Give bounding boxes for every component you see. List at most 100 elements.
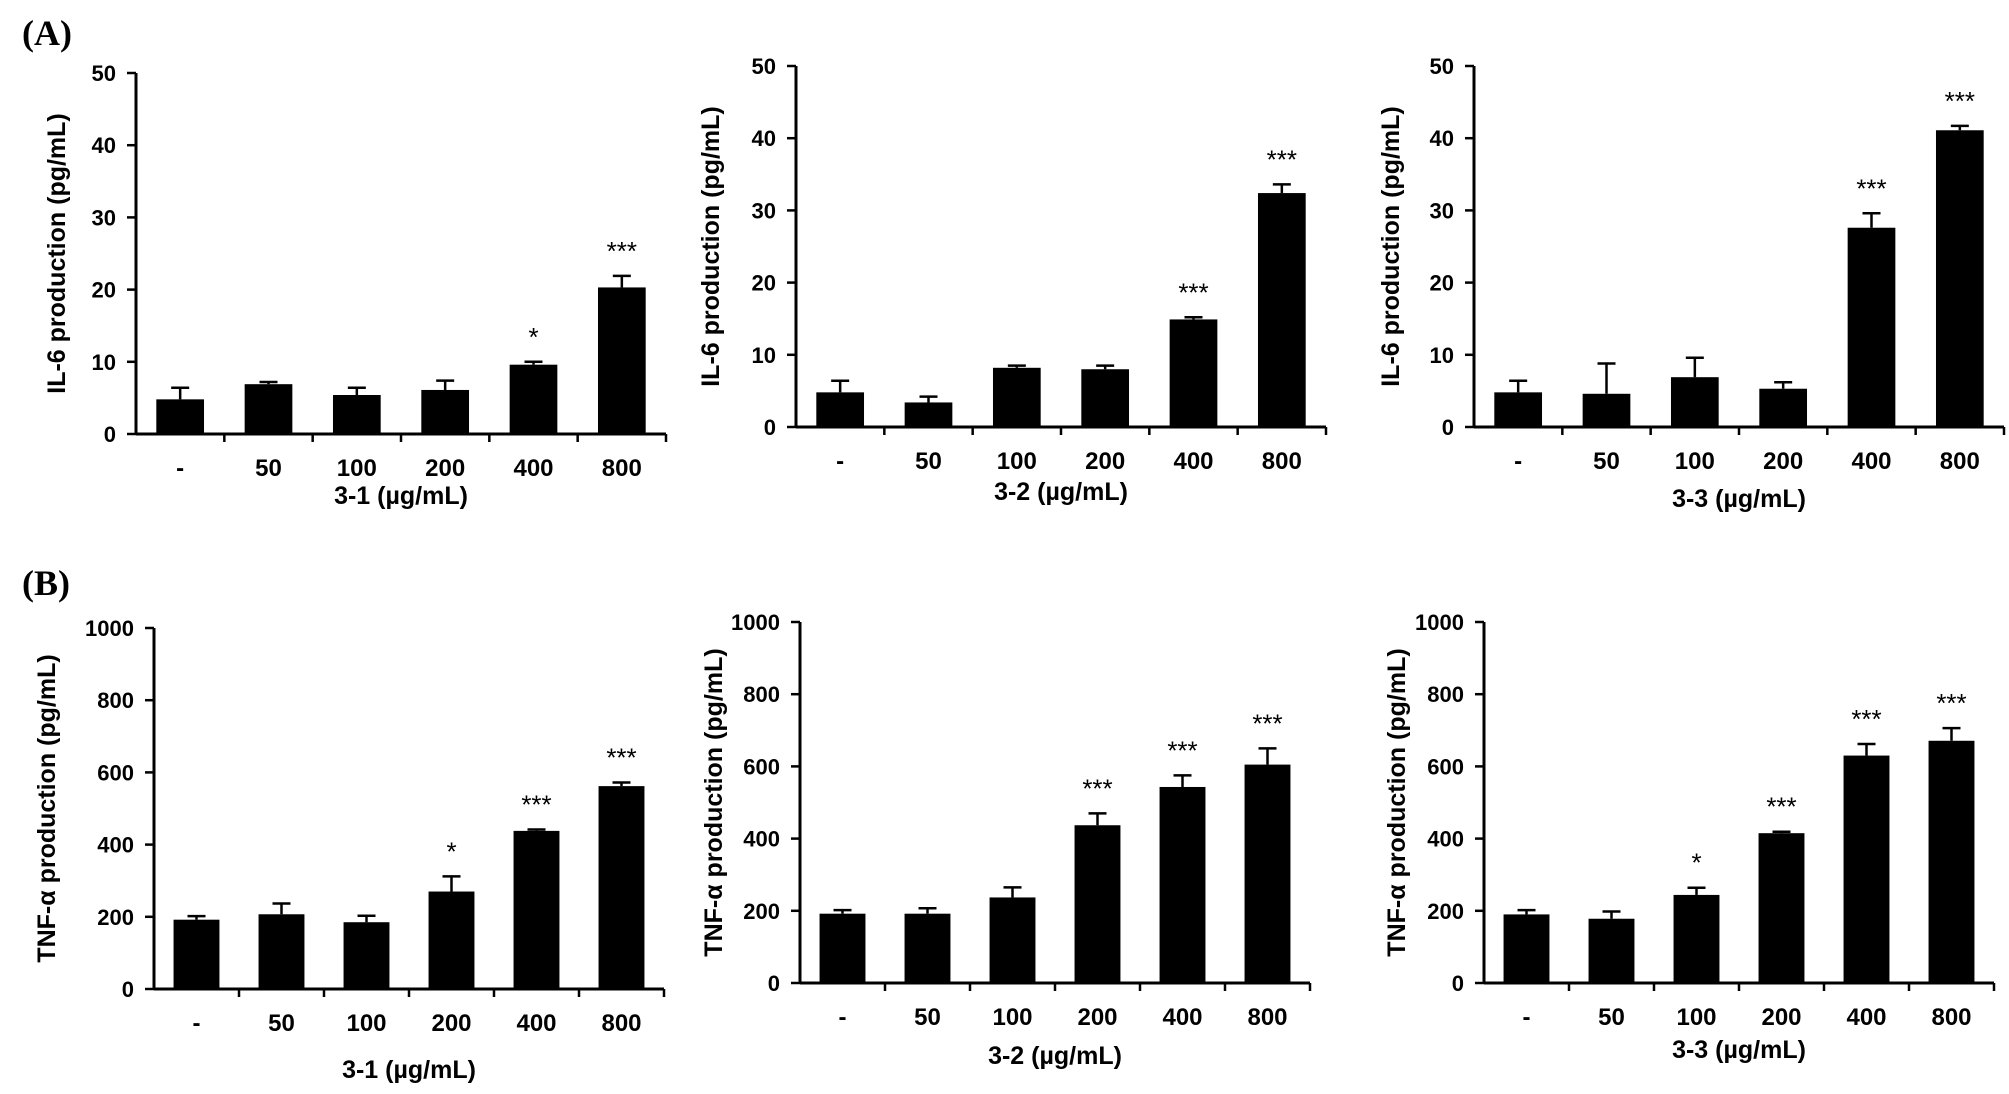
y-tick-label: 200 (743, 899, 780, 924)
bar (1503, 914, 1550, 983)
y-tick-label: 40 (1430, 126, 1454, 151)
x-axis-title: 3-3 (µg/mL) (1672, 485, 1806, 513)
y-axis-title: TNF-α production (pg/mL) (33, 654, 61, 962)
x-tick-label: 200 (1763, 448, 1803, 475)
significance-marker: *** (521, 789, 551, 819)
chart-a-1: 0 10 20 30 40 50 - 50 100 200 400 * 800 *** 3-1 (µg/mL… (43, 61, 668, 510)
bar (1169, 319, 1218, 427)
bar (992, 367, 1041, 427)
significance-marker: *** (1856, 173, 1886, 203)
y-tick-label: 40 (752, 126, 776, 151)
x-tick-label: - (176, 455, 184, 482)
x-tick-label: 400 (513, 455, 553, 482)
y-tick-label: 20 (92, 278, 116, 303)
x-tick-label: 800 (601, 1010, 641, 1037)
x-tick-label: 100 (997, 448, 1037, 475)
bar (1588, 918, 1635, 983)
bar (597, 287, 646, 434)
bar (1928, 740, 1975, 983)
bar (343, 922, 390, 989)
x-tick-label: - (1514, 448, 1522, 475)
x-tick-label: 200 (1085, 448, 1125, 475)
bar (1582, 393, 1631, 427)
bar (513, 830, 560, 989)
bar (332, 395, 381, 434)
x-tick-label: 200 (431, 1010, 471, 1037)
bar (258, 914, 305, 989)
significance-marker: *** (1167, 735, 1197, 765)
x-tick-label: 800 (602, 455, 642, 482)
y-tick-label: 50 (92, 61, 116, 86)
bar (244, 384, 293, 434)
bar (904, 402, 953, 427)
y-tick-label: 30 (752, 198, 776, 223)
bar (421, 389, 470, 434)
significance-marker: *** (1082, 773, 1112, 803)
y-axis-title: TNF-α production (pg/mL) (700, 648, 728, 956)
y-tick-label: 600 (1427, 754, 1464, 779)
x-tick-label: 200 (425, 455, 465, 482)
x-tick-label: - (193, 1010, 201, 1037)
x-tick-label: 400 (1173, 448, 1213, 475)
y-tick-label: 10 (1430, 343, 1454, 368)
y-tick-label: 200 (97, 905, 134, 930)
significance-marker: *** (1178, 277, 1208, 307)
bar (1244, 764, 1291, 983)
panel-label-b: (B) (22, 563, 70, 603)
x-axis-title: 3-1 (µg/mL) (334, 482, 468, 510)
y-tick-label: 600 (97, 760, 134, 785)
x-tick-label: 50 (255, 455, 282, 482)
y-tick-label: 10 (92, 350, 116, 375)
y-axis-title: TNF-α production (pg/mL) (1383, 648, 1411, 956)
bar (156, 399, 205, 434)
x-tick-label: 100 (346, 1010, 386, 1037)
bar (1257, 193, 1306, 427)
y-tick-label: 30 (1430, 198, 1454, 223)
y-tick-label: 200 (1427, 899, 1464, 924)
significance-marker: *** (1267, 144, 1297, 174)
x-tick-label: 400 (516, 1010, 556, 1037)
significance-marker: *** (1936, 688, 1966, 718)
bar (1758, 833, 1805, 983)
y-tick-label: 0 (104, 422, 116, 447)
x-tick-label: 400 (1851, 448, 1891, 475)
bar (989, 897, 1036, 983)
y-tick-label: 0 (764, 415, 776, 440)
chart-a-3: 0 10 20 30 40 50 - 50 100 200 400 *** 800 *** 3-3 (µg/… (1377, 54, 2006, 513)
bar (1494, 392, 1543, 427)
x-tick-label: 800 (1940, 448, 1980, 475)
x-tick-label: 50 (915, 448, 942, 475)
x-tick-label: 50 (1593, 448, 1620, 475)
y-tick-label: 20 (752, 271, 776, 296)
bar (816, 392, 865, 427)
significance-marker: *** (606, 743, 636, 773)
y-axis-title: IL-6 production (pg/mL) (43, 113, 71, 394)
y-tick-label: 400 (743, 827, 780, 852)
y-tick-label: 800 (1427, 682, 1464, 707)
x-tick-label: 100 (992, 1004, 1032, 1031)
x-tick-label: - (1523, 1004, 1531, 1031)
bar (1159, 786, 1206, 983)
chart-b-1: 0 200 400 600 800 1000 - 50 100 200 * 400 *** 800 *** 3… (33, 616, 666, 1084)
x-axis-title: 3-1 (µg/mL) (342, 1056, 476, 1084)
x-axis-title: 3-2 (µg/mL) (994, 478, 1128, 506)
significance-marker: *** (1945, 86, 1975, 116)
x-tick-label: 800 (1247, 1004, 1287, 1031)
bar (1935, 130, 1984, 427)
significance-marker: *** (607, 236, 637, 266)
bar (1843, 755, 1890, 983)
significance-marker: *** (1252, 708, 1282, 738)
panel-label-a: (A) (22, 13, 72, 53)
y-tick-label: 50 (1430, 54, 1454, 79)
x-tick-label: 200 (1761, 1004, 1801, 1031)
significance-marker: * (528, 322, 538, 352)
x-axis-title: 3-2 (µg/mL) (988, 1042, 1122, 1070)
y-tick-label: 50 (752, 54, 776, 79)
bar (819, 913, 866, 983)
bar (509, 364, 558, 434)
y-tick-label: 600 (743, 754, 780, 779)
bar (598, 786, 645, 989)
bar (1081, 369, 1130, 427)
x-tick-label: - (839, 1004, 847, 1031)
